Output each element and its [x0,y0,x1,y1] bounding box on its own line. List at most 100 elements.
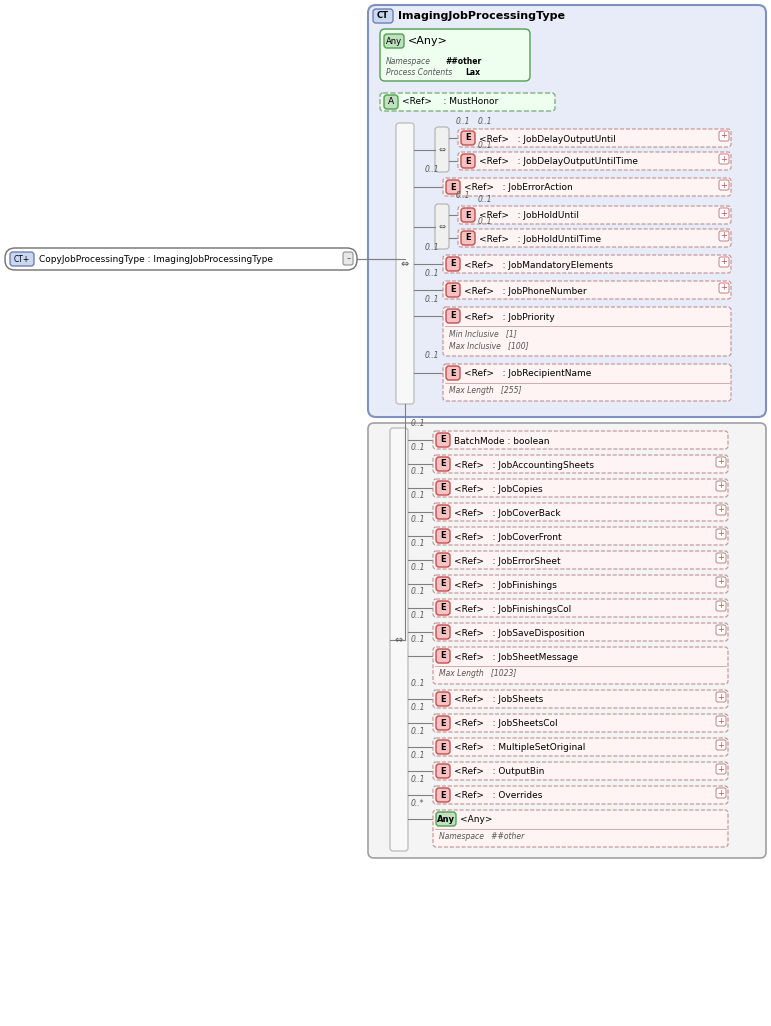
Text: <Ref>   : JobSheets: <Ref> : JobSheets [454,696,544,705]
FancyBboxPatch shape [384,34,404,48]
Text: <Ref>   : JobSheetsCol: <Ref> : JobSheetsCol [454,719,557,728]
FancyBboxPatch shape [716,764,726,774]
FancyBboxPatch shape [373,9,393,23]
FancyBboxPatch shape [5,248,357,270]
FancyBboxPatch shape [433,599,728,617]
Text: ⇔: ⇔ [401,259,409,269]
FancyBboxPatch shape [461,231,475,245]
Text: E: E [450,368,456,378]
Text: <Any>: <Any> [460,816,493,825]
Text: ⇔: ⇔ [439,222,446,231]
Text: E: E [465,234,471,242]
Text: <Any>: <Any> [408,36,448,46]
FancyBboxPatch shape [716,457,726,467]
Text: +: + [721,283,727,292]
FancyBboxPatch shape [436,740,450,754]
Text: +: + [718,458,725,467]
Text: 0..1: 0..1 [411,703,426,711]
Text: <Ref>   : JobPhoneNumber: <Ref> : JobPhoneNumber [464,286,587,295]
FancyBboxPatch shape [433,503,728,521]
Text: 0..1: 0..1 [425,294,439,304]
FancyBboxPatch shape [719,131,729,141]
FancyBboxPatch shape [384,95,398,109]
FancyBboxPatch shape [719,256,729,267]
Text: E: E [465,210,471,220]
FancyBboxPatch shape [458,152,731,170]
FancyBboxPatch shape [719,154,729,164]
Text: +: + [718,529,725,539]
Text: 0..1: 0..1 [478,141,493,150]
Text: E: E [440,483,446,492]
Text: 0..1: 0..1 [411,420,426,429]
FancyBboxPatch shape [461,131,475,145]
FancyBboxPatch shape [716,625,726,635]
Text: E: E [440,555,446,564]
FancyBboxPatch shape [716,601,726,611]
Text: Max Inclusive   [100]: Max Inclusive [100] [449,341,529,350]
Text: E: E [450,183,456,192]
Text: <Ref>   : JobCoverFront: <Ref> : JobCoverFront [454,532,561,542]
FancyBboxPatch shape [719,283,729,293]
Text: +: + [718,626,725,634]
Text: Namespace   ##other: Namespace ##other [439,832,524,841]
Text: -: - [346,253,350,264]
Text: 0..1: 0..1 [425,352,439,360]
FancyBboxPatch shape [716,716,726,726]
Text: Min Inclusive   [1]: Min Inclusive [1] [449,329,517,338]
FancyBboxPatch shape [436,764,450,778]
Text: E: E [440,790,446,799]
FancyBboxPatch shape [719,180,729,190]
Text: E: E [440,652,446,661]
Text: Max Length   [1023]: Max Length [1023] [439,669,517,678]
Text: <Ref>   : JobFinishingsCol: <Ref> : JobFinishingsCol [454,604,571,614]
FancyBboxPatch shape [436,812,456,826]
Text: CopyJobProcessingType : ImagingJobProcessingType: CopyJobProcessingType : ImagingJobProces… [39,254,273,264]
Text: E: E [465,157,471,165]
Text: E: E [465,133,471,143]
Text: <Ref>   : JobPriority: <Ref> : JobPriority [464,313,555,321]
Text: E: E [440,508,446,516]
FancyBboxPatch shape [436,692,450,706]
Text: CT+: CT+ [14,254,30,264]
Text: <Ref>   : JobHoldUntil: <Ref> : JobHoldUntil [479,211,579,221]
FancyBboxPatch shape [443,307,731,356]
Text: 0..1: 0..1 [425,165,439,174]
Text: 0..1: 0..1 [456,192,470,200]
Text: E: E [450,312,456,320]
Text: E: E [450,260,456,269]
Text: 0..1: 0..1 [411,678,426,687]
FancyBboxPatch shape [368,5,766,417]
Text: 0..1: 0..1 [411,443,426,452]
FancyBboxPatch shape [433,762,728,780]
FancyBboxPatch shape [433,690,728,708]
Text: 0..1: 0..1 [411,726,426,736]
Text: ⇔: ⇔ [439,145,446,154]
FancyBboxPatch shape [436,505,450,519]
Text: <Ref>   : JobErrorSheet: <Ref> : JobErrorSheet [454,556,561,565]
Text: +: + [718,716,725,725]
Text: <Ref>   : JobHoldUntilTime: <Ref> : JobHoldUntilTime [479,235,601,243]
FancyBboxPatch shape [436,625,450,639]
FancyBboxPatch shape [433,810,728,847]
Text: <Ref>   : JobCoverBack: <Ref> : JobCoverBack [454,509,561,517]
FancyBboxPatch shape [436,457,450,471]
FancyBboxPatch shape [368,423,766,858]
Text: Namespace: Namespace [386,57,431,66]
FancyBboxPatch shape [436,788,450,802]
Text: <Ref>   : JobErrorAction: <Ref> : JobErrorAction [464,184,573,193]
FancyBboxPatch shape [10,252,34,266]
FancyBboxPatch shape [716,788,726,798]
Text: +: + [718,601,725,610]
FancyBboxPatch shape [446,309,460,323]
FancyBboxPatch shape [433,647,728,684]
FancyBboxPatch shape [436,433,450,447]
FancyBboxPatch shape [390,428,408,851]
FancyBboxPatch shape [443,177,731,196]
FancyBboxPatch shape [716,481,726,491]
Text: +: + [718,693,725,702]
FancyBboxPatch shape [433,551,728,569]
Text: +: + [718,481,725,490]
FancyBboxPatch shape [716,505,726,515]
Text: 0..1: 0..1 [478,218,493,227]
Text: 0..1: 0..1 [411,515,426,524]
